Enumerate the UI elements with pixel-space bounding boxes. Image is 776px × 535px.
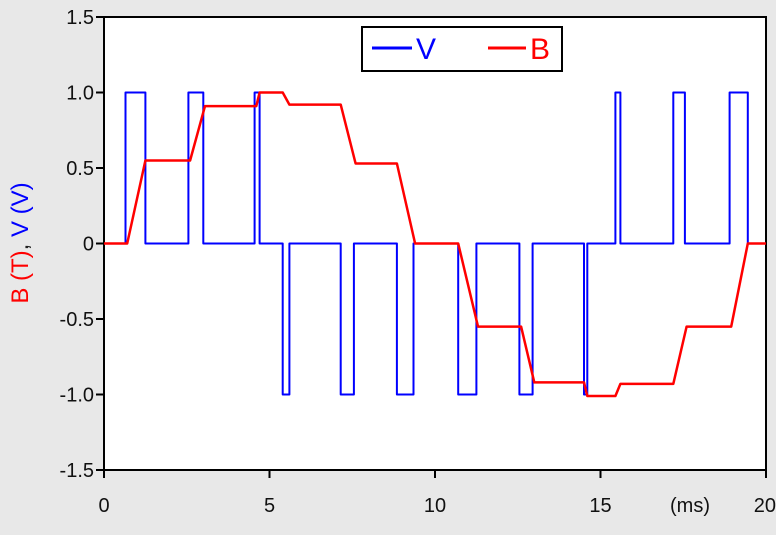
- y-tick-label: 0: [83, 234, 94, 256]
- y-tick-label: 0.5: [66, 158, 94, 180]
- legend-label-b: B: [530, 33, 550, 66]
- y-axis-label-part: B (T): [7, 250, 34, 303]
- x-tick-label: 10: [424, 495, 446, 517]
- legend-label-v: V: [416, 33, 436, 66]
- x-tick-label: 20: [754, 495, 776, 517]
- x-unit-label: (ms): [670, 495, 710, 517]
- y-tick-label: 1.0: [66, 83, 94, 105]
- y-tick-label: -1.0: [60, 385, 94, 407]
- y-tick-label: 1.5: [66, 7, 94, 29]
- legend: V B: [361, 26, 563, 72]
- series-line-b: [104, 91, 766, 398]
- x-tick-label: 15: [589, 495, 611, 517]
- y-tick-label: -0.5: [60, 309, 94, 331]
- y-axis-label-part: V (V): [7, 182, 34, 237]
- y-axis-label-part: ,: [7, 237, 34, 250]
- y-tick-label: -1.5: [60, 460, 94, 482]
- x-tick-label: 5: [264, 495, 275, 517]
- x-tick-label: 0: [98, 495, 109, 517]
- y-axis-label: B (T), V (V): [7, 182, 34, 303]
